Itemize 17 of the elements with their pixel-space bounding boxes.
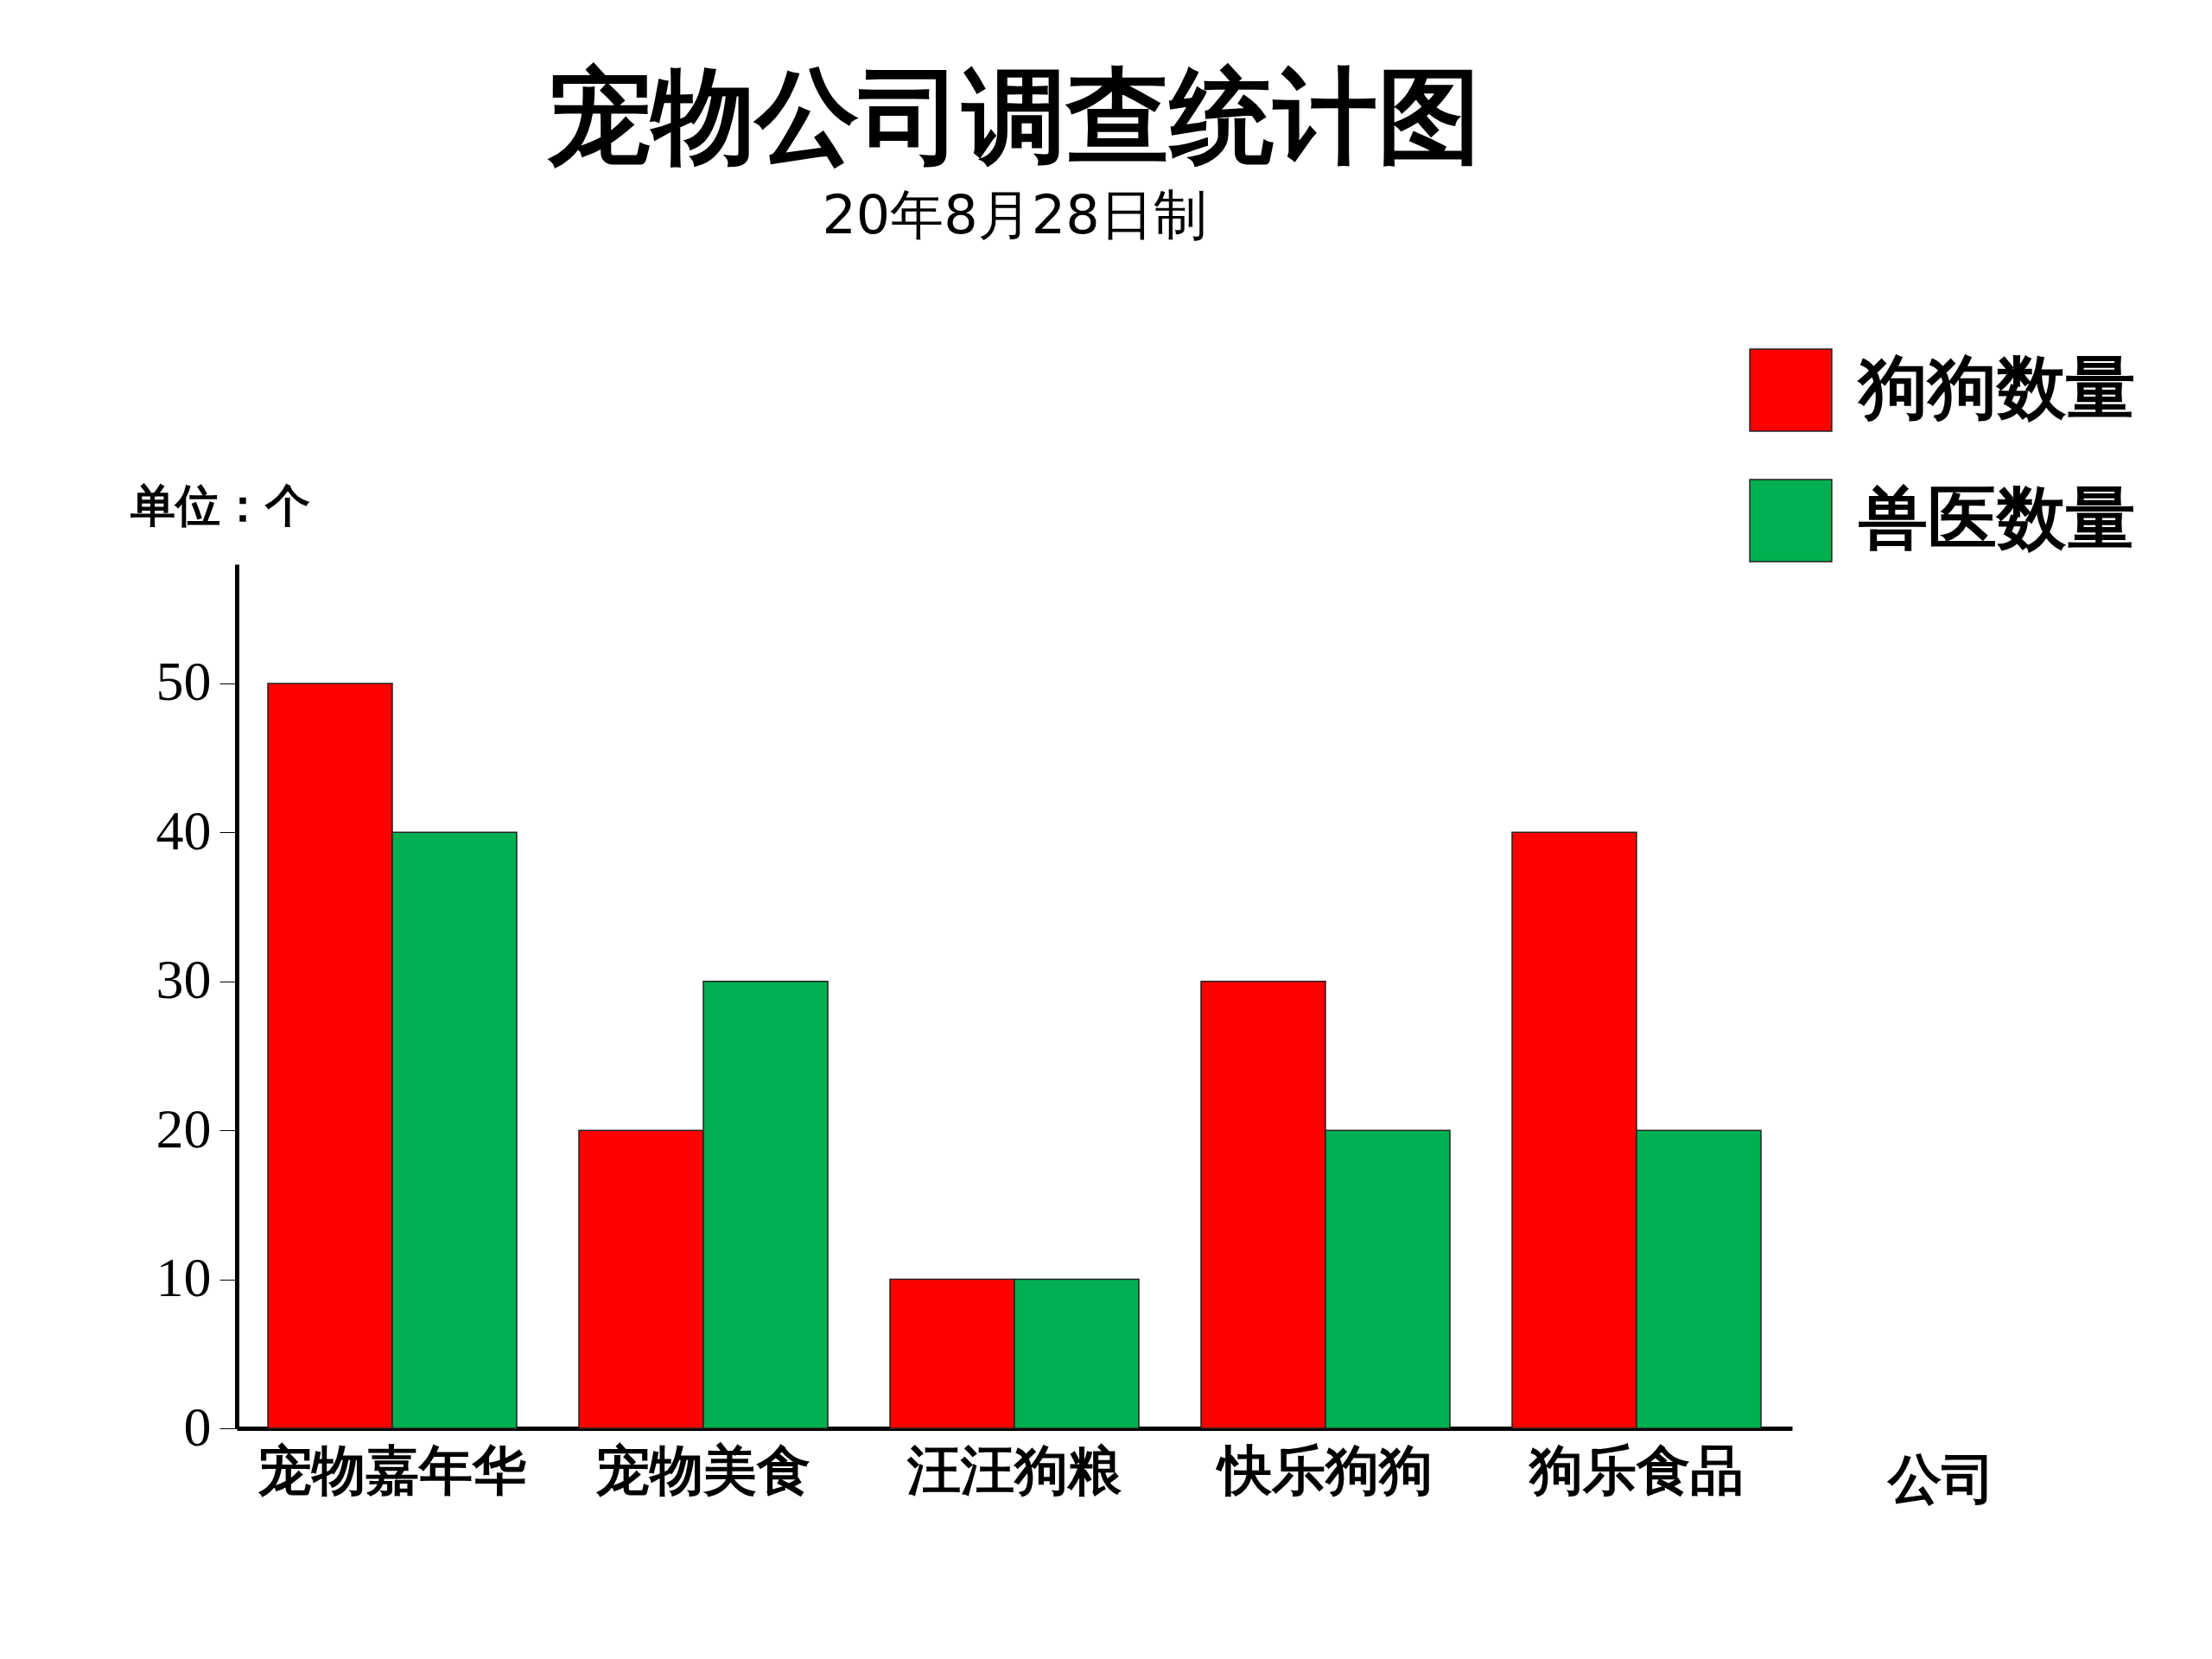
y-tick-label: 20	[156, 1097, 212, 1160]
x-tick-label: 宠物美食	[595, 1438, 810, 1502]
y-axis-title: 单位：个	[129, 479, 310, 531]
y-tick-label: 0	[183, 1395, 212, 1458]
y-tick-label: 40	[156, 799, 212, 861]
x-tick-label: 快乐狗狗	[1215, 1438, 1433, 1502]
y-tick-label: 10	[156, 1247, 212, 1309]
x-tick-label: 狗乐食品	[1528, 1438, 1744, 1502]
chart-subtitle: 20年8月28日制	[822, 183, 1207, 246]
legend-label: 兽医数量	[1859, 477, 2135, 558]
x-tick-label: 汪汪狗粮	[906, 1438, 1122, 1502]
y-tick-label: 30	[156, 949, 212, 1011]
chart-title: 宠物公司调查统计图	[547, 56, 1481, 176]
y-tick-label: 50	[156, 651, 212, 713]
x-tick-label: 宠物嘉年华	[257, 1438, 526, 1502]
legend-label: 狗狗数量	[1857, 346, 2135, 428]
x-axis-title: 公司	[1885, 1446, 1995, 1510]
